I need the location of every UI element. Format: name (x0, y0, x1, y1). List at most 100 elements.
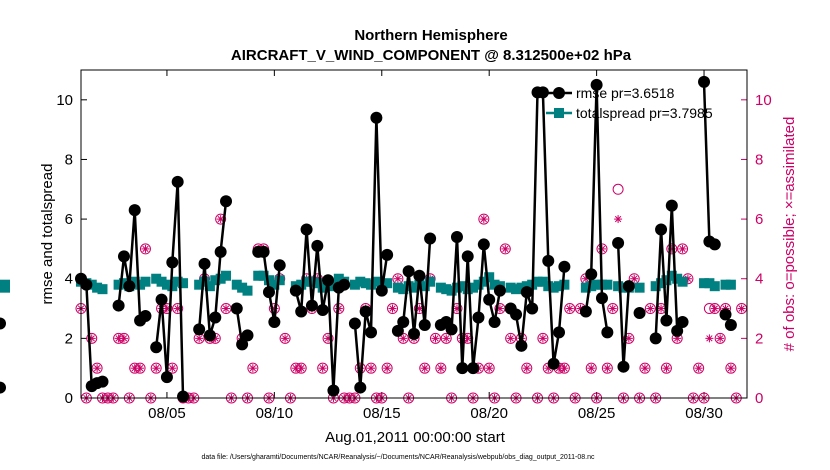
obs-possible-marker (435, 362, 447, 374)
obs-assimilated-stroke (641, 365, 649, 372)
y-left-tick-label: 4 (65, 271, 73, 288)
totalspread-point (204, 281, 215, 292)
totalspread-point (118, 278, 129, 289)
totalspread-point (253, 270, 264, 281)
rmse-point (601, 326, 614, 339)
totalspread-point (602, 279, 613, 290)
totalspread-point (97, 284, 108, 295)
rmse-point (177, 390, 190, 403)
rmse-point (273, 259, 286, 272)
totalspread-point (709, 281, 720, 292)
rmse-point (236, 338, 249, 351)
obs-possible-marker (660, 362, 672, 374)
rmse-point (397, 315, 410, 328)
obs-possible-marker (505, 332, 517, 344)
rmse-point (338, 278, 351, 291)
obs-possible-marker (440, 332, 452, 344)
totalspread-point (441, 284, 452, 295)
obs-assimilated-marker (716, 334, 725, 343)
obs-assimilated-stroke (706, 335, 713, 342)
totalspread-point (199, 276, 210, 287)
rmse-point (649, 332, 662, 345)
totalspread-point (355, 276, 366, 287)
obs-possible-marker (644, 303, 656, 315)
right-axis-ticks: 0 2 4 6 8 10 (741, 92, 772, 407)
totalspread-point (537, 276, 548, 287)
totalspread-point (274, 275, 285, 286)
totalspread-point (511, 284, 522, 295)
obs-assimilated-stroke (383, 365, 391, 372)
obs-assimilated-marker (291, 364, 300, 373)
totalspread-point (113, 279, 124, 290)
rmse-point (461, 250, 474, 263)
x-tick-label: 08/15 (363, 405, 401, 422)
obs-assimilated-stroke (292, 365, 299, 372)
totalspread-point (215, 273, 226, 284)
obs-assimilated-stroke (217, 215, 224, 223)
rmse-point (510, 308, 523, 321)
totalspread-point (543, 281, 554, 292)
obs-assimilated-marker (399, 334, 408, 343)
obs-assimilated-marker (168, 364, 177, 373)
rmse-point (359, 305, 372, 318)
obs-assimilated-marker (737, 304, 746, 313)
obs-assimilated-stroke (400, 335, 407, 342)
rmse-point (262, 286, 275, 299)
y-left-tick-label: 0 (65, 390, 73, 407)
obs-possible-marker (601, 362, 613, 374)
totalspread-point (484, 272, 495, 283)
obs-assimilated-marker (657, 304, 666, 313)
rmse-point (413, 269, 426, 282)
obs-assimilated-marker (522, 364, 531, 373)
obs-possible-marker (279, 332, 291, 344)
totalspread-point (178, 278, 189, 289)
rmse-point (128, 204, 141, 217)
obs-assimilated-stroke (727, 365, 735, 372)
rmse-point (295, 305, 308, 318)
rmse-point (617, 360, 630, 373)
obs-assimilated-marker (485, 364, 494, 373)
obs-assimilated-stroke (647, 305, 654, 312)
obs-assimilated-stroke (464, 335, 471, 342)
rmse-point (483, 293, 496, 306)
obs-assimilated-stroke (502, 245, 509, 253)
obs-assimilated-stroke (93, 365, 101, 372)
obs-possible-marker (172, 303, 184, 315)
obs-assimilated-stroke (196, 335, 203, 342)
rmse-point (558, 260, 571, 273)
x-tick-label: 08/10 (256, 405, 294, 422)
totalspread-point (613, 281, 624, 292)
totalspread-point (161, 279, 172, 290)
rmse-point (305, 299, 318, 312)
rmse-point (220, 195, 233, 208)
rmse-point (493, 284, 506, 297)
rmse-point (171, 175, 184, 188)
obs-assimilated-marker (705, 334, 714, 343)
series-lines (0, 75, 737, 403)
obs-possible-marker (585, 362, 597, 374)
rmse-point (633, 307, 646, 320)
rmse-point (365, 326, 378, 339)
rmse-point (671, 324, 684, 337)
rmse-point (193, 323, 206, 336)
totalspread-point (559, 279, 570, 290)
obs-assimilated-stroke (115, 335, 122, 342)
rmse-point (96, 375, 109, 388)
rmse-point (445, 323, 458, 336)
obs-assimilated-marker (710, 304, 719, 313)
y-right-tick-label: 6 (755, 211, 763, 228)
plot-area-frame (80, 69, 748, 399)
obs-assimilated-marker (646, 304, 655, 313)
rmse-point (198, 257, 211, 270)
obs-possible-marker (317, 362, 329, 374)
rmse-point (553, 326, 566, 339)
obs-assimilated-marker (318, 364, 327, 373)
rmse-point (241, 329, 254, 342)
totalspread-point (382, 278, 393, 289)
obs-assimilated-stroke (631, 275, 638, 282)
totalspread-point (462, 284, 473, 295)
totalspread-point (586, 281, 597, 292)
rmse-point (311, 239, 324, 252)
obs-assimilated-stroke (249, 365, 257, 372)
totalspread-point (451, 282, 462, 293)
